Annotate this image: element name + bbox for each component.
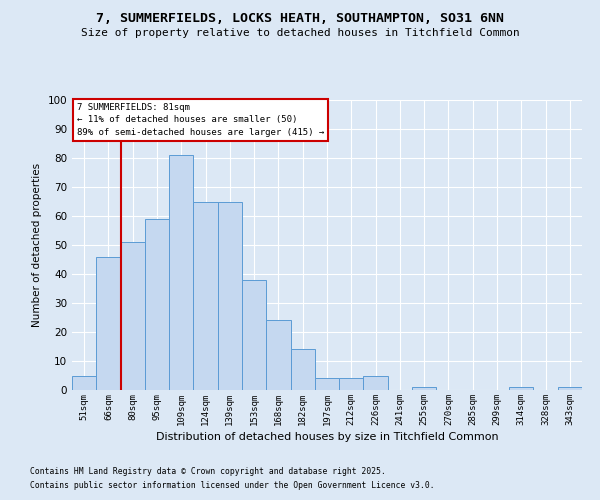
- Bar: [218, 202, 242, 390]
- Bar: [193, 202, 218, 390]
- Text: Size of property relative to detached houses in Titchfield Common: Size of property relative to detached ho…: [80, 28, 520, 38]
- Bar: [72, 376, 96, 390]
- Bar: [169, 155, 193, 390]
- X-axis label: Distribution of detached houses by size in Titchfield Common: Distribution of detached houses by size …: [155, 432, 499, 442]
- Bar: [364, 376, 388, 390]
- Bar: [290, 350, 315, 390]
- Bar: [242, 280, 266, 390]
- Y-axis label: Number of detached properties: Number of detached properties: [32, 163, 42, 327]
- Bar: [96, 256, 121, 390]
- Text: 7 SUMMERFIELDS: 81sqm
← 11% of detached houses are smaller (50)
89% of semi-deta: 7 SUMMERFIELDS: 81sqm ← 11% of detached …: [77, 103, 325, 137]
- Bar: [145, 219, 169, 390]
- Text: Contains public sector information licensed under the Open Government Licence v3: Contains public sector information licen…: [30, 481, 434, 490]
- Bar: [339, 378, 364, 390]
- Bar: [558, 387, 582, 390]
- Bar: [266, 320, 290, 390]
- Text: Contains HM Land Registry data © Crown copyright and database right 2025.: Contains HM Land Registry data © Crown c…: [30, 467, 386, 476]
- Bar: [315, 378, 339, 390]
- Bar: [509, 387, 533, 390]
- Text: 7, SUMMERFIELDS, LOCKS HEATH, SOUTHAMPTON, SO31 6NN: 7, SUMMERFIELDS, LOCKS HEATH, SOUTHAMPTO…: [96, 12, 504, 26]
- Bar: [412, 387, 436, 390]
- Bar: [121, 242, 145, 390]
